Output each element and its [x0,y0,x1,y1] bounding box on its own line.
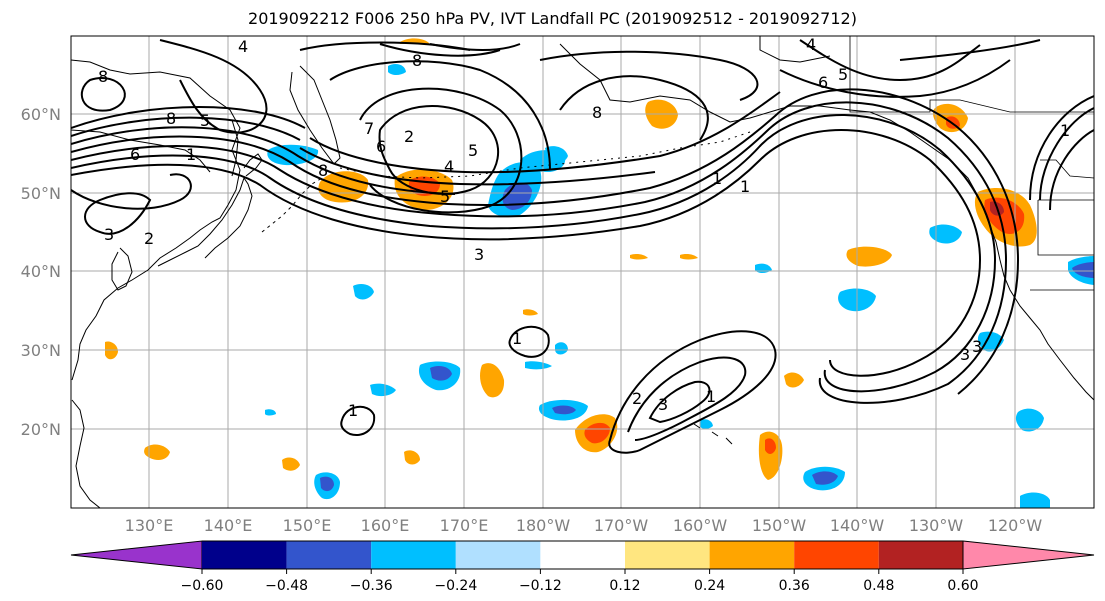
lat-label: 40°N [21,262,61,281]
contour-label: 1 [712,169,722,188]
contour-label: 4 [444,157,454,176]
contour-label: 1 [1060,121,1070,140]
lon-label: 170°W [594,516,649,535]
colorbar-seg-8 [794,541,879,569]
lat-label: 20°N [21,420,61,439]
colorbar-tick-label: 0.48 [863,578,894,594]
lon-label: 180°W [516,516,571,535]
contour-label: 3 [972,337,982,356]
colorbar-tick-label: 0.12 [609,578,640,594]
latitude-labels: 60°N 50°N 40°N 30°N 20°N [21,105,61,439]
colorbar-tick-label: 0.60 [947,578,978,594]
contour-label-group: 7 8 6 5 1 4 8 8 7 6 5 4 5 2 8 4 1 3 3 5 … [52,35,1070,420]
colorbar-seg-6 [625,541,710,569]
contour-label: 6 [818,73,828,92]
contour-label: 3 [658,395,668,414]
contour-label: 3 [960,345,970,364]
map-frame [70,35,1095,509]
contour-label: 5 [200,111,210,130]
ivt-contours [71,39,1094,454]
contour-label: 6 [376,137,386,156]
colorbar-seg-9 [878,541,963,569]
lon-label: 140°W [830,516,885,535]
contour-label: 5 [838,65,848,84]
lat-label: 60°N [21,105,61,124]
colorbar-seg-10 [962,540,1095,570]
contour-label: 3 [104,225,114,244]
contour-label: 8 [98,67,108,86]
colorbar-tick-label: −0.48 [265,578,308,594]
contour-label: 4 [238,37,248,56]
colorbar-tick-label: −0.36 [350,578,393,594]
pv-shading [105,38,1094,508]
contour-label: 5 [468,141,478,160]
colorbar-tick-label: −0.24 [434,578,477,594]
contour-label: 1 [348,401,358,420]
lon-label: 130°E [125,516,174,535]
longitude-labels: 130°E 140°E 150°E 160°E 170°E 180°W 170°… [125,516,1043,535]
colorbar-tick-label: −0.12 [519,578,562,594]
colorbar-tick-label: −0.60 [181,578,224,594]
colorbar-seg-1 [202,541,287,569]
colorbar-ticks: −0.60 −0.48 −0.36 −0.24 −0.12 0.12 0.24 … [181,569,979,594]
lon-label: 140°E [204,516,253,535]
lon-label: 150°W [752,516,807,535]
lat-label: 50°N [21,184,61,203]
contour-label: 1 [186,145,196,164]
contour-label: 8 [412,51,422,70]
contour-label: 8 [166,109,176,128]
colorbar-seg-7 [709,541,795,569]
contour-label: 7 [52,80,62,99]
contour-label: 1 [706,387,716,406]
contour-label: 8 [318,161,328,180]
lat-label: 30°N [21,341,61,360]
contour-label: 6 [130,145,140,164]
colorbar-seg-5 [540,541,625,569]
colorbar-seg-3 [371,541,456,569]
coastlines [71,36,1094,508]
colorbar-tick-label: 0.36 [779,578,810,594]
contour-label: 4 [806,35,816,54]
graticule [71,36,1094,508]
lon-label: 160°E [361,516,410,535]
contour-label: 1 [740,177,750,196]
contour-label: 2 [144,229,154,248]
map-title: 2019092212 F006 250 hPa PV, IVT Landfall… [248,9,857,28]
contour-label: 3 [474,245,484,264]
contour-label: 2 [632,389,642,408]
colorbar-seg-4 [455,541,541,569]
lon-label: 120°W [988,516,1043,535]
contour-label: 7 [364,119,374,138]
contour-label: 1 [512,329,522,348]
lon-label: 160°W [673,516,728,535]
lon-label: 150°E [283,516,332,535]
lon-label: 170°E [440,516,489,535]
contour-label: 8 [592,103,602,122]
contour-label: 2 [404,127,414,146]
contour-label: 5 [440,187,450,206]
colorbar [70,540,1095,570]
colorbar-seg-0 [70,540,203,570]
lon-label: 130°W [909,516,964,535]
colorbar-tick-label: 0.24 [694,578,725,594]
colorbar-seg-2 [286,541,372,569]
